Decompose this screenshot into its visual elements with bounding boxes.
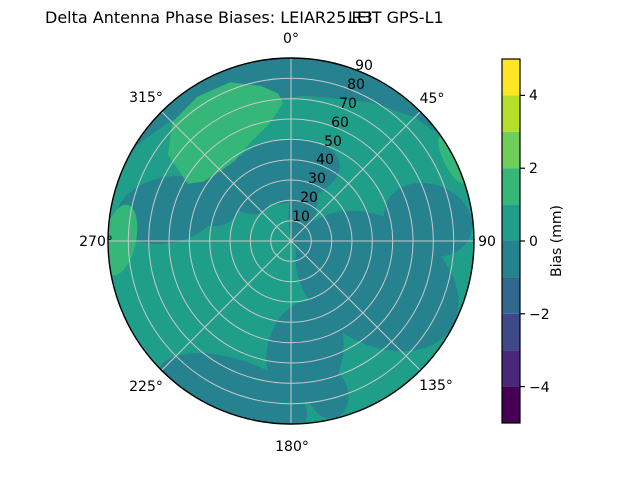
colorbar-band-0	[502, 59, 520, 96]
colorbar-tick-label-2: 2	[529, 161, 538, 177]
colorbar-tick-label-4: 4	[529, 88, 538, 104]
contour-region-nw-crescent	[168, 82, 283, 184]
angular-tick-labels: 0° 45° 90 135° 180° 225° 270° 315°	[79, 31, 496, 455]
angular-tick-label-225: 225°	[129, 379, 163, 395]
grid-spoke-135-315	[161, 111, 421, 371]
colorbar-ticks	[520, 94, 525, 388]
polar-spine	[107, 57, 475, 425]
contour-band-neg1-0	[116, 58, 473, 424]
radial-tick-label-90: 90	[355, 58, 373, 74]
angular-tick-label-0: 0°	[283, 31, 299, 47]
colorbar-band-9	[502, 386, 520, 423]
colorbar-band-1	[502, 95, 520, 132]
contour-region-west-band	[116, 175, 220, 245]
colorbar: 4 2 0 −2 −4 Bias (mm)	[501, 58, 565, 424]
radial-tick-label-40: 40	[316, 152, 334, 168]
colorbar-band-4	[502, 204, 520, 241]
polar-grid	[108, 58, 474, 424]
angular-tick-label-180: 180°	[275, 439, 309, 455]
radial-tick-label-50: 50	[324, 134, 342, 150]
angular-tick-label-270: 270°	[79, 234, 113, 250]
colorbar-band-7	[502, 313, 520, 351]
colorbar-band-6	[502, 277, 520, 314]
radial-tick-label-60: 60	[331, 115, 349, 131]
angular-tick-label-315: 315°	[129, 90, 163, 106]
colorbar-band-5	[502, 241, 520, 278]
radial-tick-labels: 10 20 30 40 50 60 70 80 90	[292, 58, 373, 225]
angular-tick-label-45: 45°	[420, 91, 445, 107]
contour-region-north-cap	[132, 58, 441, 150]
radial-tick-label-80: 80	[347, 77, 365, 93]
angular-tick-label-90: 90	[478, 234, 496, 250]
radial-tick-label-30: 30	[308, 171, 326, 187]
colorbar-band-8	[502, 350, 520, 387]
radial-tick-label-10: 10	[292, 209, 310, 225]
plot-title: Delta Antenna Phase Biases: LEIAR25.R3	[45, 8, 373, 27]
angular-tick-label-135: 135°	[419, 378, 453, 394]
colorbar-tick-label-neg4: −4	[529, 380, 550, 396]
colorbar-band-2	[502, 131, 520, 169]
contour-region-east-sliver	[438, 136, 466, 184]
radial-tick-label-20: 20	[300, 190, 318, 206]
colorbar-band-3	[502, 168, 520, 205]
colorbar-tick-label-0: 0	[529, 234, 538, 250]
colorbar-tick-label-neg2: −2	[529, 307, 550, 323]
plot-subtitle: LEIT GPS-L1	[348, 8, 444, 27]
colorbar-axis-label: Bias (mm)	[549, 205, 565, 277]
radial-tick-label-70: 70	[339, 96, 357, 112]
colorbar-tick-labels: 4 2 0 −2 −4	[529, 88, 550, 396]
contour-region-south-rim-east	[307, 367, 349, 419]
